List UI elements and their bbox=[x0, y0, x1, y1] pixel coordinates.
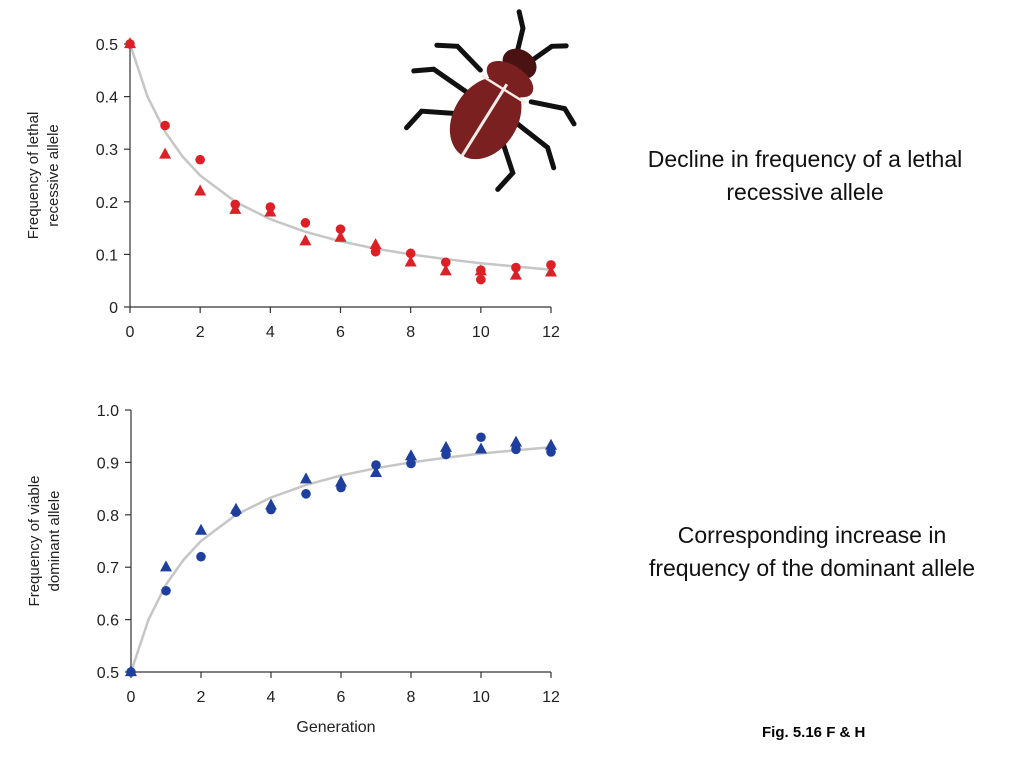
recessive-y-tick-label: 0.5 bbox=[96, 37, 118, 54]
recessive-x-tick-label: 2 bbox=[196, 324, 205, 341]
figure-label: Fig. 5.16 F & H bbox=[762, 724, 866, 741]
recessive-circle-point bbox=[195, 154, 205, 165]
recessive-circle-point bbox=[440, 257, 451, 268]
recessive-circle-point bbox=[405, 248, 416, 259]
dominant-circle-point bbox=[161, 585, 171, 596]
recessive-x-tick-label: 0 bbox=[126, 324, 135, 341]
recessive-triangle-point bbox=[545, 265, 557, 277]
recessive-triangle-point bbox=[369, 238, 382, 250]
dominant-triangle-point bbox=[335, 475, 347, 487]
dominant-y-tick-label: 1.0 bbox=[97, 403, 119, 420]
dominant-x-tick-label: 2 bbox=[197, 689, 206, 706]
recessive-triangle-point bbox=[509, 268, 522, 280]
beetle-icon bbox=[404, 9, 577, 192]
dominant-circle-point bbox=[441, 449, 451, 460]
dominant-circle-point bbox=[371, 460, 381, 470]
recessive-circle-point bbox=[476, 274, 486, 285]
dominant-y-axis-label: Frequency of viable bbox=[26, 476, 43, 607]
dominant-circle-point bbox=[301, 489, 311, 499]
dominant-triangle-point bbox=[265, 498, 277, 510]
dominant-circle-point bbox=[196, 551, 206, 562]
recessive-triangle-point bbox=[159, 147, 172, 159]
dominant-y-tick-label: 0.7 bbox=[97, 560, 119, 577]
dominant-triangle-point bbox=[510, 435, 522, 447]
recessive-y-axis-label: Frequency of lethal bbox=[25, 112, 42, 240]
recessive-x-tick-label: 6 bbox=[336, 324, 345, 341]
recessive-triangle-point bbox=[334, 230, 347, 242]
recessive-circle-point bbox=[335, 224, 346, 234]
beetle-thorax-seam bbox=[480, 74, 527, 105]
recessive-x-tick-label: 8 bbox=[406, 324, 415, 341]
recessive-triangle-point bbox=[474, 264, 487, 276]
recessive-triangle-point bbox=[299, 234, 312, 246]
dominant-triangle-point bbox=[405, 449, 417, 461]
dominant-triangle-point bbox=[370, 466, 382, 478]
beetle-legs bbox=[404, 9, 577, 192]
bottom-chart-caption: Corresponding increase in frequency of t… bbox=[648, 522, 976, 581]
top-chart-caption: Decline in frequency of a lethal recessi… bbox=[647, 146, 963, 205]
recessive-triangle-point bbox=[439, 264, 452, 276]
recessive-y-tick-label: 0.1 bbox=[96, 247, 118, 264]
dominant-x-tick-label: 8 bbox=[407, 689, 416, 706]
dominant-theory-curve bbox=[129, 445, 552, 673]
recessive-allele-chart: 0 0.1 0.2 0.3 0.4 0.5 0 2 4 6 8 10 12 Frequency of le… bbox=[25, 37, 560, 341]
recessive-triangle-point bbox=[404, 255, 417, 267]
recessive-circle-point bbox=[511, 262, 521, 273]
recessive-circle-point bbox=[160, 120, 170, 131]
dominant-triangle-point bbox=[125, 665, 137, 677]
dominant-triangle-point bbox=[440, 440, 452, 452]
dominant-y-tick-label: 0.8 bbox=[97, 508, 119, 525]
recessive-triangle-point bbox=[264, 205, 277, 217]
dominant-x-tick-label: 6 bbox=[337, 689, 346, 706]
beetle-wing-seam bbox=[461, 83, 509, 157]
dominant-x-tick-label: 4 bbox=[267, 689, 276, 706]
dominant-triangle-point bbox=[475, 442, 487, 454]
dominant-y-tick-label: 0.5 bbox=[97, 665, 119, 682]
recessive-y-tick-label: 0.3 bbox=[96, 142, 118, 159]
dominant-allele-chart: 0.5 0.6 0.7 0.8 0.9 1.0 0 2 4 6 8 10 12 Frequency of … bbox=[26, 403, 560, 736]
dominant-circle-point bbox=[406, 458, 416, 469]
recessive-triangle-point bbox=[124, 37, 136, 49]
recessive-theory-curve bbox=[128, 43, 552, 271]
recessive-circle-point bbox=[546, 260, 556, 270]
dominant-circle-point bbox=[476, 432, 486, 443]
recessive-circle-point bbox=[300, 218, 311, 228]
recessive-x-tick-label: 4 bbox=[266, 324, 275, 341]
dominant-y-tick-label: 0.9 bbox=[97, 455, 119, 472]
dominant-x-tick-label: 0 bbox=[127, 689, 136, 706]
recessive-triangle-point bbox=[229, 202, 242, 214]
dominant-x-axis-label: Generation bbox=[296, 719, 375, 736]
dominant-circle-point bbox=[511, 444, 521, 455]
dominant-triangle-point bbox=[160, 560, 172, 572]
recessive-x-tick-label: 12 bbox=[542, 324, 560, 341]
recessive-y-tick-label: 0.4 bbox=[96, 90, 118, 107]
dominant-y-tick-label: 0.6 bbox=[97, 613, 119, 630]
dominant-triangle-point bbox=[230, 502, 242, 514]
dominant-y-axis-label: dominant allele bbox=[46, 491, 63, 592]
dominant-x-tick-label: 10 bbox=[472, 689, 490, 706]
recessive-y-axis-label: recessive allele bbox=[45, 124, 62, 227]
recessive-x-tick-label: 10 bbox=[472, 324, 490, 341]
recessive-circle-point bbox=[370, 246, 381, 257]
recessive-y-tick-label: 0.2 bbox=[96, 195, 118, 212]
dominant-triangle-point bbox=[545, 438, 557, 450]
dominant-x-tick-label: 12 bbox=[542, 689, 560, 706]
beetle-thorax bbox=[486, 60, 534, 98]
recessive-y-tick-label: 0 bbox=[109, 300, 118, 317]
recessive-triangle-point bbox=[194, 184, 207, 196]
dominant-triangle-point bbox=[300, 472, 312, 484]
dominant-triangle-point bbox=[195, 523, 207, 535]
